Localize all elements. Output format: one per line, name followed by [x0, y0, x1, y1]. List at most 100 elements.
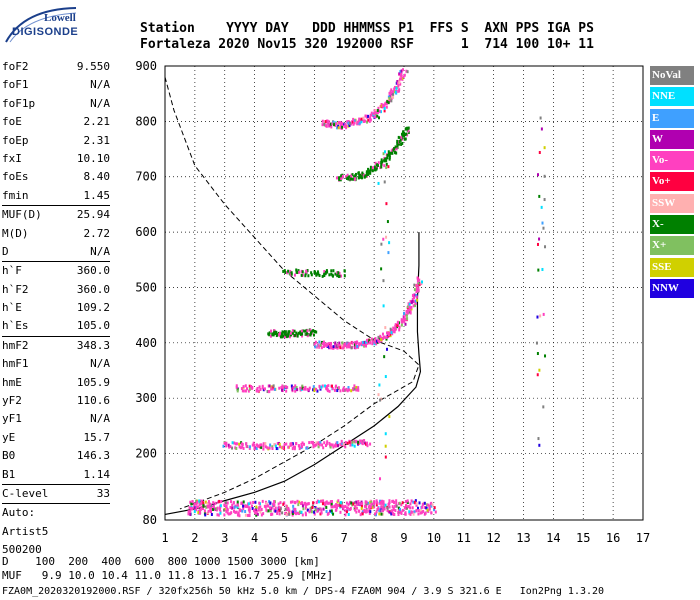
legend-item: NNW: [650, 278, 694, 298]
echo-point: [390, 512, 393, 516]
echo-point: [365, 171, 368, 175]
echo-point: [392, 506, 395, 510]
echo-point: [273, 387, 276, 391]
echo-point: [364, 119, 367, 123]
echo-point: [270, 329, 273, 333]
echo-point: [253, 447, 256, 451]
echo-point: [433, 508, 436, 512]
echo-point: [236, 389, 239, 393]
echo-point: [367, 114, 370, 118]
echo-point: [356, 120, 359, 124]
echo-point: [381, 501, 384, 505]
echo-point: [240, 387, 243, 391]
echo-point: [406, 311, 409, 315]
echo-point: [312, 388, 315, 392]
param-key: fxI: [2, 151, 22, 165]
echo-point: [350, 177, 353, 181]
echo-point: [327, 120, 330, 124]
echo-point: [314, 506, 317, 510]
echo-point: [357, 171, 360, 175]
echo-point: [227, 443, 230, 447]
echo-point: [393, 512, 396, 516]
echo-point: [347, 342, 350, 346]
echo-point: [285, 513, 288, 517]
echo-point: [538, 368, 541, 372]
echo-point: [235, 446, 238, 450]
echo-point: [374, 340, 377, 344]
echo-point: [389, 90, 392, 94]
echo-point: [299, 388, 302, 392]
echo-point: [379, 110, 382, 114]
echo-point: [364, 442, 367, 446]
echo-point: [382, 104, 385, 108]
echo-point: [255, 447, 258, 451]
param-key: foF1: [2, 78, 29, 92]
echo-point: [325, 342, 328, 346]
echo-point: [369, 505, 372, 509]
echo-point: [404, 512, 407, 516]
echo-point: [250, 385, 253, 389]
echo-point: [360, 343, 363, 347]
echo-point: [334, 345, 337, 349]
echo-point: [361, 512, 364, 516]
echo-point: [293, 447, 296, 451]
echo-point: [377, 335, 380, 339]
echo-point: [204, 513, 207, 517]
echo-point: [400, 320, 403, 324]
echo-point: [278, 442, 281, 446]
param-row: B1 1.14: [2, 466, 110, 484]
echo-point: [301, 513, 304, 517]
echo-point: [187, 510, 190, 514]
echo-point: [312, 385, 315, 389]
echo-point: [274, 506, 277, 510]
echo-point: [383, 180, 386, 184]
param-value: 15.7: [83, 430, 111, 444]
echo-point: [365, 174, 368, 178]
echo-point: [340, 174, 343, 178]
echo-point: [348, 124, 351, 128]
echo-point: [377, 161, 380, 165]
echo-point: [371, 341, 374, 345]
echo-point: [356, 122, 359, 126]
x-tick-label: 2: [191, 531, 198, 545]
echo-point: [373, 115, 376, 119]
echo-point: [400, 72, 403, 76]
echo-point: [404, 313, 407, 317]
echo-point: [284, 335, 287, 339]
echo-point: [292, 510, 295, 514]
echo-point: [247, 508, 250, 512]
echo-point: [308, 333, 311, 337]
echo-point: [360, 120, 363, 124]
echo-point: [370, 337, 373, 341]
echo-point: [378, 116, 381, 120]
echo-point: [220, 499, 223, 503]
echo-point: [279, 331, 282, 335]
echo-point: [256, 512, 259, 516]
param-row: D N/A: [2, 243, 110, 261]
echo-point: [248, 384, 251, 388]
echo-point: [198, 499, 201, 503]
echo-point: [348, 440, 351, 444]
echo-point: [193, 506, 196, 510]
echo-point: [244, 510, 247, 514]
echo-point: [296, 334, 299, 338]
echo-point: [273, 500, 276, 504]
x-tick-label: 15: [576, 531, 590, 545]
echo-point: [195, 502, 198, 506]
echo-point: [316, 389, 319, 393]
echo-point: [396, 80, 399, 84]
echo-point: [398, 88, 401, 92]
echo-point: [329, 500, 332, 504]
echo-point: [394, 327, 397, 331]
echo-point: [394, 504, 397, 508]
echo-point: [344, 122, 347, 126]
echo-point: [216, 506, 219, 510]
echo-point: [357, 440, 360, 444]
echo-point: [319, 499, 322, 503]
echo-point: [187, 512, 190, 516]
echo-point: [385, 337, 388, 341]
echo-point: [365, 170, 368, 174]
echo-point: [287, 506, 290, 510]
echo-point: [413, 293, 416, 297]
echo-point: [252, 441, 255, 445]
